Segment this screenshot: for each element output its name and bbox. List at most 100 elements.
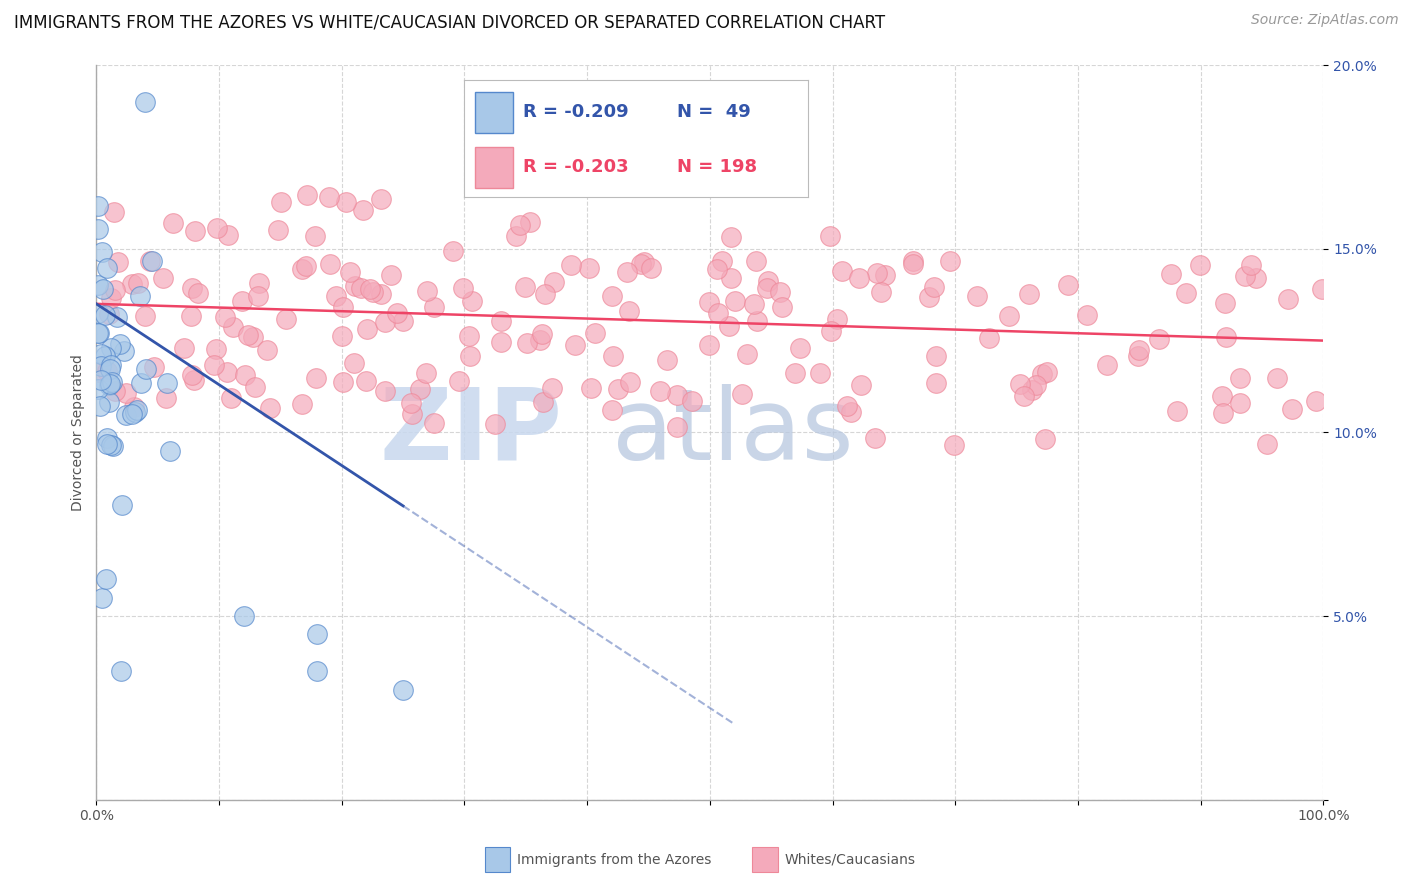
Point — [205, 343, 228, 357]
Point — [217, 227, 239, 242]
Point — [617, 304, 640, 318]
Point — [222, 320, 245, 334]
Point — [997, 309, 1019, 323]
Point — [121, 407, 143, 421]
Point — [489, 314, 512, 328]
Point — [134, 309, 156, 323]
Point — [718, 319, 741, 334]
Point — [841, 404, 863, 418]
Point — [697, 295, 720, 310]
Point — [531, 394, 554, 409]
Point — [115, 408, 138, 422]
Point — [1036, 365, 1059, 379]
Point — [374, 315, 396, 329]
Point — [87, 326, 110, 340]
Point — [124, 405, 146, 419]
Point — [423, 300, 446, 314]
Point — [181, 281, 204, 295]
Point — [1166, 404, 1188, 418]
Point — [1277, 292, 1299, 306]
Point — [1126, 349, 1149, 363]
Point — [86, 199, 108, 213]
Point — [924, 376, 946, 390]
Point — [1189, 259, 1212, 273]
Point — [849, 377, 872, 392]
Text: Immigrants from the Azores: Immigrants from the Azores — [517, 853, 711, 867]
Point — [129, 289, 152, 303]
Point — [202, 358, 225, 372]
Point — [100, 376, 122, 390]
Point — [1212, 406, 1234, 420]
Point — [127, 276, 149, 290]
Point — [98, 378, 121, 392]
Point — [579, 381, 602, 395]
Point — [1234, 269, 1257, 284]
Point — [96, 437, 118, 451]
Point — [291, 262, 314, 277]
Point — [744, 297, 766, 311]
Point — [1215, 330, 1237, 344]
Point — [96, 573, 118, 587]
Point — [162, 216, 184, 230]
Point — [1025, 377, 1047, 392]
Point — [1256, 437, 1278, 451]
Point — [756, 274, 779, 288]
Point — [339, 265, 361, 279]
Point — [731, 387, 754, 401]
Point — [318, 190, 340, 204]
Point — [1240, 258, 1263, 272]
Point — [305, 371, 328, 385]
Point — [681, 394, 703, 409]
Point — [918, 290, 941, 304]
Point — [415, 284, 437, 298]
Point — [519, 214, 541, 228]
Point — [100, 438, 122, 452]
Point — [219, 392, 242, 406]
Point — [529, 334, 551, 348]
Point — [247, 289, 270, 303]
Point — [873, 268, 896, 282]
Point — [361, 285, 384, 299]
Point — [1244, 270, 1267, 285]
Point — [231, 293, 253, 308]
Point — [1018, 286, 1040, 301]
Point — [98, 361, 121, 376]
Point — [139, 254, 162, 268]
Point — [1305, 394, 1327, 409]
Point — [243, 380, 266, 394]
Text: ZIP: ZIP — [380, 384, 562, 481]
Point — [96, 431, 118, 445]
Point — [89, 399, 111, 413]
Point — [583, 326, 606, 340]
Point — [380, 268, 402, 282]
Point — [103, 439, 125, 453]
Point — [332, 300, 354, 314]
Point — [707, 306, 730, 320]
Point — [354, 374, 377, 388]
Point — [274, 312, 297, 326]
Point — [789, 341, 811, 355]
Point — [1229, 395, 1251, 409]
Point — [1160, 268, 1182, 282]
Point — [870, 285, 893, 300]
Point — [318, 257, 340, 271]
Point — [90, 359, 112, 374]
Point — [359, 282, 381, 296]
Point — [564, 338, 586, 352]
Point — [374, 384, 396, 399]
Point — [259, 401, 281, 416]
Point — [187, 285, 209, 300]
Point — [94, 308, 117, 322]
Point — [401, 396, 423, 410]
Point — [385, 306, 408, 320]
Point — [458, 350, 481, 364]
Point — [1031, 367, 1053, 381]
Point — [531, 326, 554, 341]
Text: atlas: atlas — [612, 384, 853, 481]
Point — [107, 255, 129, 269]
Point — [86, 306, 108, 320]
Point — [1008, 376, 1031, 391]
Point — [724, 293, 747, 308]
Point — [697, 338, 720, 352]
Point — [648, 384, 671, 398]
